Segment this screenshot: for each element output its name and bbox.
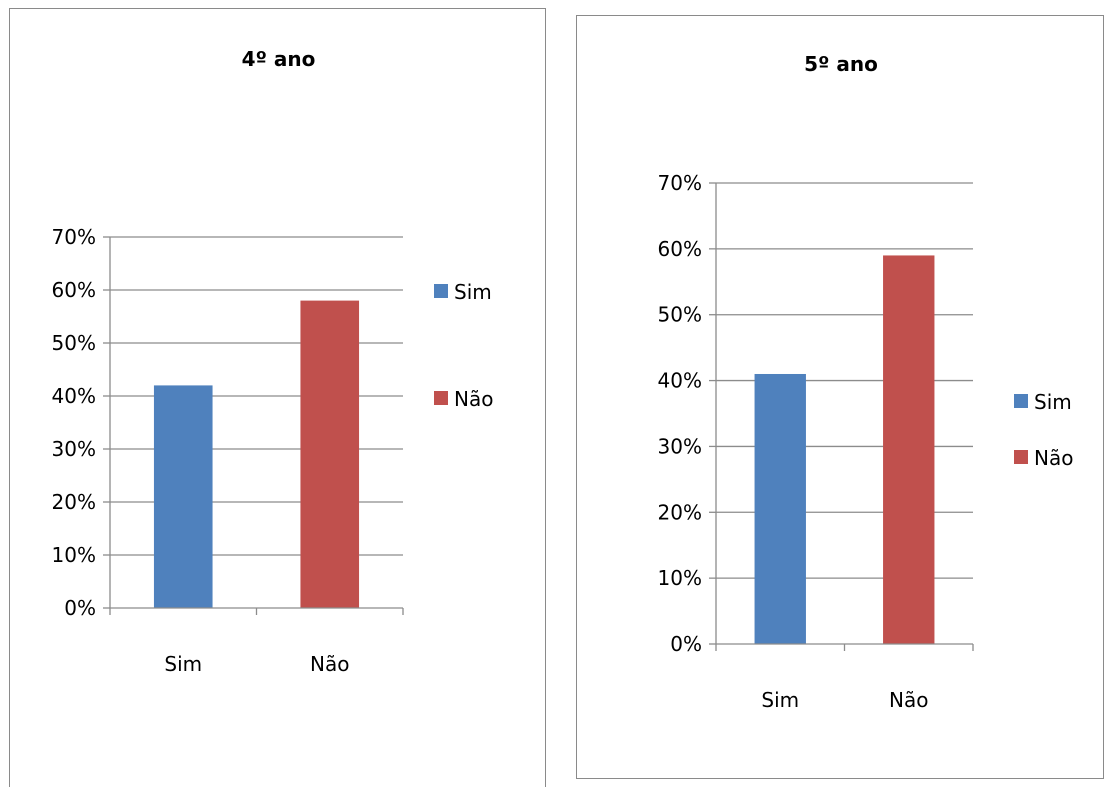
y-tick-label: 0% <box>64 596 96 620</box>
bar-sim <box>754 373 806 644</box>
y-tick-label: 20% <box>52 490 96 514</box>
x-tick-label: Não <box>889 688 928 712</box>
chart-5-ano: 5º ano 0% 10% 20% 30% 40% 50% 60% 70% Sim Não Sim Nã… <box>658 52 1074 712</box>
y-tick-label: 60% <box>52 278 96 302</box>
chart-4-ano: 4º ano 0% 10% 20% 30% 40% 50% 60% 70% Sim Não Sim Nã… <box>52 47 494 676</box>
y-tick-label: 40% <box>52 384 96 408</box>
y-tick-label: 0% <box>670 632 702 656</box>
legend-swatch <box>434 391 448 405</box>
y-tick-label: 20% <box>658 500 702 524</box>
chart-title: 4º ano <box>242 47 316 71</box>
legend-label: Não <box>1034 446 1073 470</box>
x-tick-label: Sim <box>761 688 799 712</box>
bar-sim <box>153 385 213 608</box>
legend-label: Não <box>454 387 493 411</box>
bar-no <box>883 255 935 644</box>
chart-panel-4-ano: 4º ano 0% 10% 20% 30% 40% 50% 60% 70% Sim Não Sim Nã… <box>9 8 546 787</box>
y-tick-label: 50% <box>52 331 96 355</box>
y-tick-label: 30% <box>658 434 702 458</box>
legend-label: Sim <box>454 280 492 304</box>
legend-label: Sim <box>1034 390 1072 414</box>
y-tick-label: 40% <box>658 369 702 393</box>
x-tick-label: Sim <box>164 652 202 676</box>
bar-no <box>300 300 360 608</box>
chart-title: 5º ano <box>804 52 878 76</box>
legend-swatch <box>434 284 448 298</box>
chart-panel-5-ano: 5º ano 0% 10% 20% 30% 40% 50% 60% 70% Sim Não Sim Nã… <box>576 15 1104 779</box>
y-tick-label: 30% <box>52 437 96 461</box>
y-tick-label: 10% <box>658 566 702 590</box>
legend-swatch <box>1014 450 1028 464</box>
y-tick-label: 50% <box>658 303 702 327</box>
y-tick-label: 70% <box>52 225 96 249</box>
x-tick-label: Não <box>310 652 349 676</box>
legend-swatch <box>1014 394 1028 408</box>
y-tick-label: 70% <box>658 171 702 195</box>
y-tick-label: 10% <box>52 543 96 567</box>
y-tick-label: 60% <box>658 237 702 261</box>
